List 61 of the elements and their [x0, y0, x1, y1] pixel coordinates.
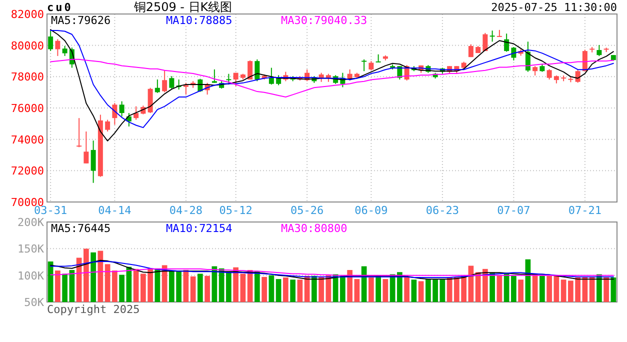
x-tick-label: 05-26	[290, 204, 324, 217]
text: 2025-07-25 11:30:00	[491, 1, 617, 14]
text: cu0	[47, 1, 73, 14]
text: MA10:72154	[166, 222, 233, 235]
x-tick-label: 07-07	[497, 204, 530, 217]
candlestick	[112, 102, 118, 126]
y-tick-label: 100K	[18, 269, 44, 282]
text: MA30:79040.33	[281, 14, 368, 27]
candlestick	[48, 30, 54, 52]
candlestick	[84, 131, 89, 164]
y-tick-label: 78000	[10, 70, 44, 84]
candlestick	[134, 106, 139, 120]
candlestick	[362, 58, 367, 72]
candlestick	[226, 73, 232, 86]
text: MA10:78885	[166, 14, 232, 27]
candlestick	[511, 46, 516, 61]
candlestick	[62, 45, 68, 56]
candlestick	[268, 67, 274, 86]
candlestick	[169, 76, 174, 90]
candlestick	[90, 140, 96, 184]
y-tick-label: 200K	[18, 216, 44, 229]
candlestick	[162, 70, 168, 93]
y-tick-label: 76000	[10, 102, 44, 115]
candlestick	[233, 72, 238, 87]
candlestick	[154, 78, 160, 94]
candlestick	[254, 58, 260, 82]
y-tick-label: 80000	[10, 39, 44, 52]
text: MA5:76445	[51, 222, 111, 235]
y-tick-label: 82000	[10, 8, 44, 21]
candlestick	[76, 118, 82, 148]
x-tick-label: 05-12	[219, 204, 252, 217]
candlestick	[546, 68, 552, 80]
candlestick	[468, 44, 474, 58]
line-series	[50, 268, 614, 276]
candlestick	[183, 82, 188, 96]
candlestick	[525, 41, 530, 72]
candlestick	[490, 30, 495, 42]
candlestick	[532, 66, 538, 76]
text: Copyright 2025	[47, 303, 140, 316]
candlestick	[368, 60, 374, 71]
candlestick	[376, 54, 381, 63]
candlestick	[596, 44, 602, 57]
x-tick-label: 07-21	[568, 204, 602, 217]
y-tick-label: 74000	[10, 133, 44, 146]
candlestick	[105, 119, 110, 132]
y-tick-label: 150K	[18, 242, 44, 256]
chart-title: 铜2509 - 日K线图	[132, 0, 232, 14]
series-label: MA5:79626	[51, 14, 111, 27]
x-tick-label: 06-23	[426, 204, 459, 217]
candlestick	[119, 100, 124, 117]
candlestick	[148, 87, 153, 114]
x-tick-label: 04-28	[169, 204, 202, 217]
candlestick	[55, 38, 60, 56]
x-tick-label: 04-14	[98, 204, 132, 217]
x-tick-label: 06-09	[354, 204, 388, 217]
y-tick-label: 50K	[24, 296, 44, 309]
y-tick-label: 72000	[10, 164, 44, 178]
candlestick	[212, 68, 217, 84]
candlestick	[575, 70, 580, 84]
candlestick	[318, 72, 324, 82]
text: MA30:80800	[281, 222, 348, 235]
